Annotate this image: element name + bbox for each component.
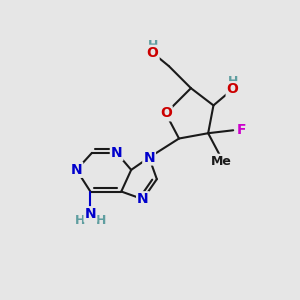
- Text: H: H: [148, 39, 158, 52]
- Text: O: O: [160, 106, 172, 120]
- Text: N: N: [143, 151, 155, 164]
- Text: H: H: [227, 75, 238, 88]
- Text: H: H: [95, 214, 106, 227]
- Text: O: O: [147, 46, 159, 60]
- Text: N: N: [137, 192, 149, 206]
- Text: N: N: [85, 207, 96, 221]
- Text: O: O: [227, 82, 239, 96]
- Text: F: F: [237, 123, 246, 137]
- Text: N: N: [111, 146, 122, 160]
- Text: H: H: [75, 214, 85, 227]
- Text: N: N: [71, 163, 82, 177]
- Text: Me: Me: [211, 155, 232, 168]
